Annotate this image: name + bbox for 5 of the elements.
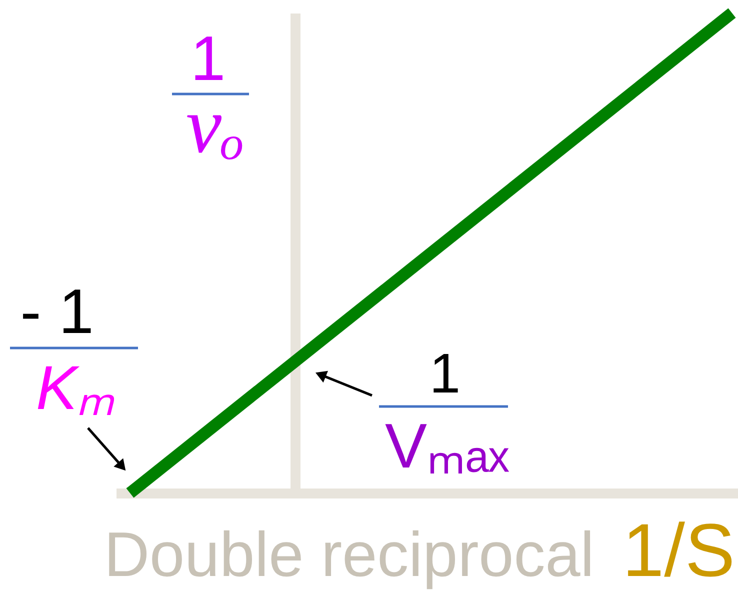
annotation: - 1 Kₘ: [20, 277, 116, 423]
x-axis-title: 1/S: [622, 508, 735, 592]
annotation: 1 Vₘₐₓ: [385, 341, 510, 482]
text: Double reciprocal: [104, 520, 594, 590]
y-axis-title: 1 vₒ: [186, 24, 244, 170]
